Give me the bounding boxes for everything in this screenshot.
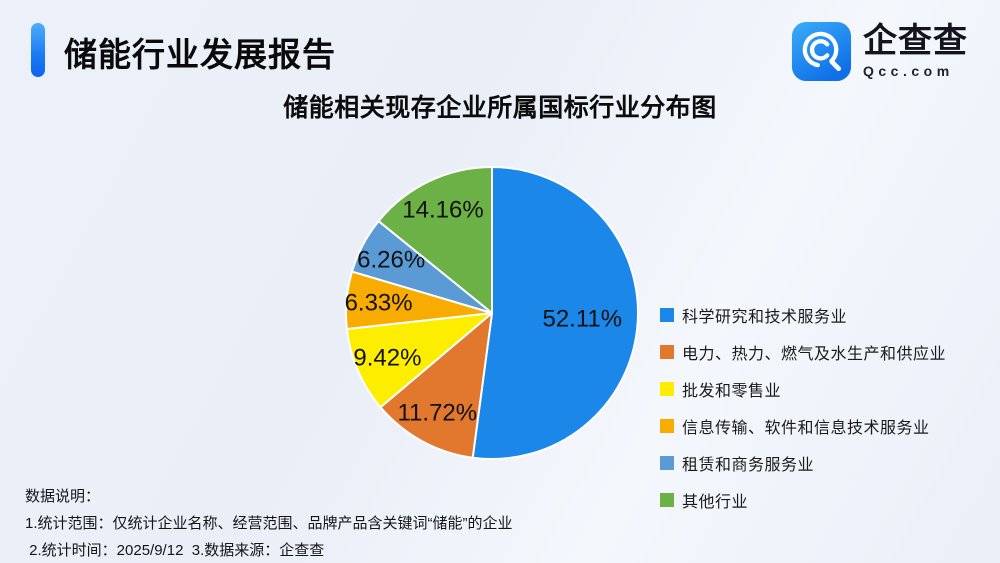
pie-slice-label-4: 6.26% (357, 247, 425, 274)
legend-label: 批发和零售业 (682, 383, 782, 400)
pie-chart: 52.11% 11.72% 9.42% 6.33% 6.26% 14.16% (345, 166, 639, 460)
chart-legend: 科学研究和技术服务业电力、热力、燃气及水生产和供应业 批发和零售业信息传输、软件和… (660, 303, 946, 512)
pie-slice-label-1: 11.72% (397, 399, 477, 426)
pie-chart-area: 52.11% 11.72% 9.42% 6.33% 6.26% 14.16% (322, 147, 662, 487)
legend-item-0: 科学研究和技术服务业 (660, 303, 946, 327)
legend-swatch-icon (660, 456, 674, 470)
pie-slice-label-3: 6.33% (345, 289, 413, 316)
legend-label: 其他行业 (682, 494, 749, 511)
pie-slice-label-2: 9.42% (353, 345, 421, 372)
chart-title: 储能相关现存企业所属国标行业分布图 (283, 94, 717, 122)
legend-label: 电力、热力、燃气及水生产和供应业 (682, 346, 947, 363)
qcc-magnifier-icon (791, 21, 852, 82)
legend-swatch-icon (660, 308, 674, 322)
legend-item-3: 信息传输、软件和信息技术服务业 (660, 414, 946, 438)
pie-slice-label-5: 14.16% (402, 197, 483, 224)
pie-slice-2 (345, 312, 493, 409)
pie-slice-1 (379, 312, 493, 459)
legend-label: 科学研究和技术服务业 (682, 309, 848, 326)
pie-slice-5 (377, 166, 493, 314)
legend-label: 租赁和商务服务业 (682, 457, 815, 474)
notes-line-scope: 1.统计范围：仅统计企业名称、经营范围、品牌产品含关键词“储能”的企业 (25, 515, 513, 532)
legend-item-4: 租赁和商务服务业 (660, 451, 946, 475)
qcc-logo-name: 企查查 (863, 22, 968, 61)
pie-slice-0 (471, 166, 639, 460)
notes-heading: 数据说明： (25, 488, 101, 505)
data-notes: 数据说明： 1.统计范围：仅统计企业名称、经营范围、品牌产品含关键词“储能”的企… (25, 483, 513, 563)
legend-swatch-icon (660, 493, 674, 507)
legend-swatch-icon (660, 345, 674, 359)
title-accent-bar (31, 23, 45, 77)
qcc-logo-domain: Qcc.com (863, 62, 954, 79)
page-title: 储能行业发展报告 (64, 36, 336, 73)
legend-item-5: 其他行业 (660, 488, 946, 512)
notes-line-time-source: 2.统计时间：2025/9/12 3.数据来源：企查查 (25, 542, 325, 559)
pie-slice-label-0: 52.11% (542, 306, 622, 333)
qcc-logo: 企查查 Qcc.com (791, 21, 968, 82)
qcc-logo-text: 企查查 Qcc.com (863, 22, 968, 79)
legend-item-1: 电力、热力、燃气及水生产和供应业 (660, 340, 946, 364)
legend-item-2: 批发和零售业 (660, 377, 946, 401)
legend-label: 信息传输、软件和信息技术服务业 (682, 420, 930, 437)
legend-swatch-icon (660, 382, 674, 396)
legend-swatch-icon (660, 419, 674, 433)
